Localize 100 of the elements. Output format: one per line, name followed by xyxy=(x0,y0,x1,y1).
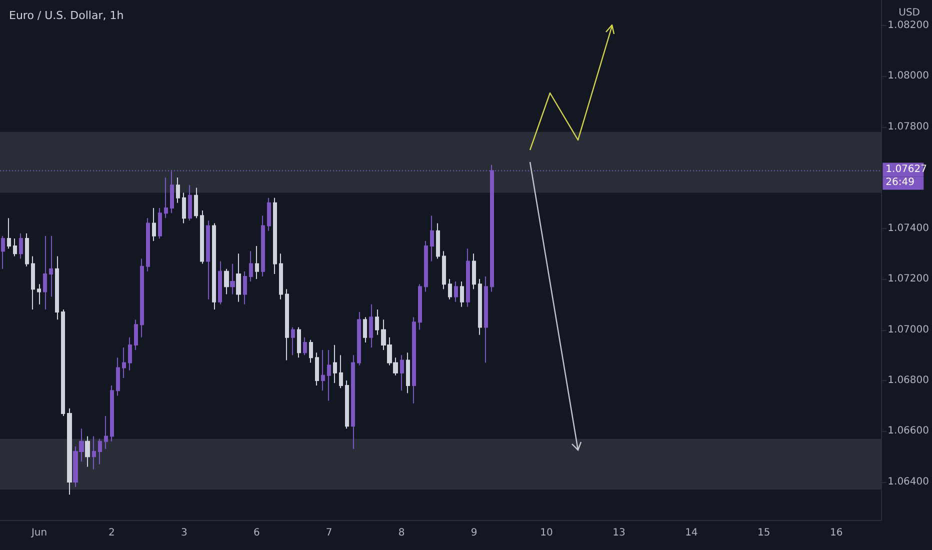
candlestick xyxy=(206,220,210,300)
y-tick-label: 1.08000 xyxy=(888,70,930,82)
candlestick xyxy=(85,436,90,468)
y-tick-label: 1.06800 xyxy=(888,374,930,386)
candlestick xyxy=(424,240,428,292)
candlestick xyxy=(104,416,108,450)
candlestick xyxy=(279,253,283,300)
candlestick xyxy=(321,350,325,392)
text: 26:49 xyxy=(886,177,914,188)
candlestick xyxy=(224,268,229,295)
x-tick-label: 15 xyxy=(758,528,770,538)
candlestick xyxy=(448,278,452,300)
candlestick xyxy=(303,336,307,356)
candlestick xyxy=(345,380,349,430)
candlestick xyxy=(194,187,198,219)
candlestick xyxy=(357,312,361,366)
candlestick xyxy=(406,352,410,394)
candlestick xyxy=(49,235,53,298)
candlestick xyxy=(249,250,253,282)
candlestick xyxy=(146,218,150,272)
candlestick xyxy=(460,281,464,308)
candlestick xyxy=(200,210,204,264)
candlestick xyxy=(92,436,96,470)
x-tick-label: 7 xyxy=(326,528,332,538)
candlestick xyxy=(297,326,301,358)
y-tick-label: 1.08200 xyxy=(888,20,930,31)
candlestick xyxy=(309,339,313,364)
candlestick xyxy=(255,246,259,280)
x-tick-label: 10 xyxy=(540,528,553,538)
candlestick xyxy=(339,354,343,389)
candlestick xyxy=(152,208,156,242)
candlestick xyxy=(412,316,416,404)
candlestick xyxy=(170,169,174,214)
candlestick xyxy=(327,350,331,402)
y-tick-label: 1.07200 xyxy=(888,274,930,285)
x-tick-label: 9 xyxy=(470,528,478,538)
y-tick-label: 1.06600 xyxy=(888,426,930,437)
candlestick xyxy=(158,208,162,239)
candlestick xyxy=(61,308,65,416)
candlestick xyxy=(466,248,470,308)
candlestick xyxy=(267,197,271,232)
candlestick xyxy=(484,276,488,364)
y-tick-label: 1.07000 xyxy=(888,324,930,336)
candlestick xyxy=(25,232,29,267)
candlestick xyxy=(243,270,247,305)
candlestick xyxy=(472,253,476,290)
candlestick xyxy=(128,336,132,371)
candlestick xyxy=(110,385,114,442)
candlestick xyxy=(134,319,138,351)
x-tick-label: 6 xyxy=(253,528,260,538)
candlestick xyxy=(31,256,35,310)
y-tick-label: 1.06400 xyxy=(888,476,930,488)
candlestick xyxy=(212,222,216,310)
candlestick xyxy=(261,215,265,277)
candlestick xyxy=(67,408,72,496)
x-tick-label: 16 xyxy=(830,528,843,538)
candlestick xyxy=(351,354,355,450)
y-tick-label: 1.07800 xyxy=(888,121,930,132)
candlestick xyxy=(454,281,458,302)
candlestick xyxy=(430,215,434,262)
candlestick xyxy=(116,357,120,396)
x-tick-label: 14 xyxy=(685,528,698,538)
x-tick-label: Jun xyxy=(30,528,48,538)
candlestick xyxy=(218,260,222,305)
candlestick xyxy=(436,222,440,260)
y-axis-title: USD xyxy=(898,8,920,18)
x-tick-label: 8 xyxy=(398,528,405,538)
candlestick xyxy=(188,184,192,222)
candlestick xyxy=(140,258,144,338)
candlestick xyxy=(122,347,126,378)
candlestick xyxy=(176,177,180,204)
x-tick-label: 2 xyxy=(108,528,115,538)
candlestick xyxy=(333,344,337,384)
candlestick xyxy=(418,284,422,330)
candlestick xyxy=(98,438,102,465)
candlestick xyxy=(7,218,11,250)
candlestick xyxy=(285,288,289,361)
x-tick-label: 13 xyxy=(612,528,626,538)
x-tick-label: 3 xyxy=(180,528,188,538)
candlestick xyxy=(1,235,5,270)
candlestick xyxy=(164,177,168,219)
candlestick xyxy=(55,256,59,320)
candlestick xyxy=(273,197,277,274)
candlestick xyxy=(375,308,379,336)
candlestick xyxy=(236,253,241,302)
candlestick xyxy=(363,316,367,343)
candlestick xyxy=(19,232,23,260)
candlestick xyxy=(13,238,17,257)
text: Euro / U.S. Dollar, 1h xyxy=(9,9,124,22)
candlestick xyxy=(369,304,373,348)
candlestick xyxy=(37,284,41,305)
candlestick xyxy=(291,326,295,356)
candlestick xyxy=(230,263,235,295)
candlestick xyxy=(400,354,404,392)
candlestick xyxy=(182,192,186,224)
y-tick-label: 1.07400 xyxy=(888,222,930,234)
candlestick xyxy=(43,235,47,310)
candlestick xyxy=(315,352,319,386)
candlestick xyxy=(442,250,446,290)
candlestick xyxy=(478,278,482,336)
